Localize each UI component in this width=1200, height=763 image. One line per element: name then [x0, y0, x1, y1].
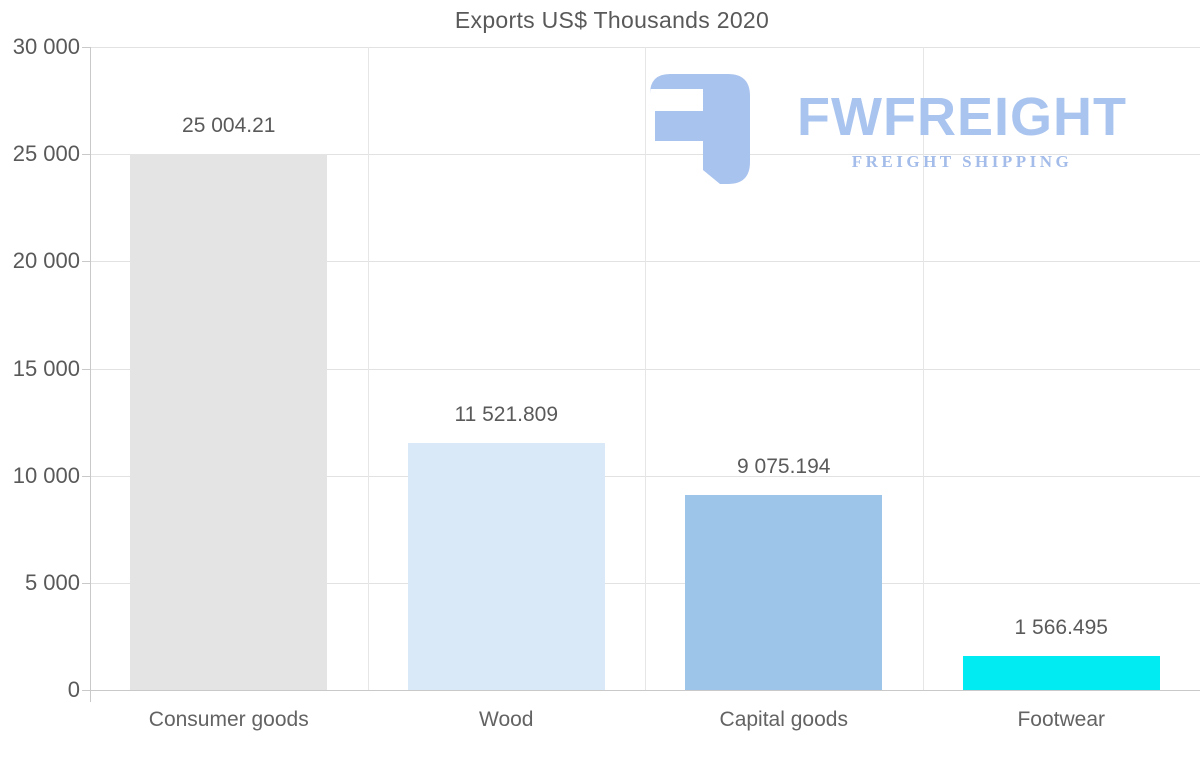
- x-category-label: Wood: [479, 708, 534, 731]
- x-category-label: Capital goods: [719, 708, 848, 731]
- bar-value-label: 9 075.194: [737, 455, 831, 479]
- y-tick-label: 10 000: [12, 462, 80, 488]
- y-tick-label: 20 000: [12, 248, 80, 274]
- brand-text-block: FWFREIGHT FREIGHT SHIPPING: [766, 89, 1158, 172]
- bar-value-label: 11 521.809: [454, 403, 559, 427]
- y-tick-label: 30 000: [12, 34, 80, 59]
- bar-consumer-goods: [130, 154, 328, 690]
- x-gridline: [922, 47, 924, 690]
- chart-title: Exports US$ Thousands 2020: [454, 7, 770, 33]
- y-tick-mark: [82, 154, 90, 156]
- bar-capital-goods: [685, 495, 883, 690]
- y-tick-label: 15 000: [12, 355, 80, 381]
- bar-value-label: 1 566.495: [1014, 616, 1108, 640]
- y-tick-mark: [82, 475, 90, 477]
- bar-wood: [407, 443, 605, 690]
- bar-footwear: [962, 656, 1160, 690]
- y-tick-mark: [82, 690, 90, 691]
- x-category-label: Footwear: [1017, 708, 1106, 731]
- fwfreight-logo-icon: [650, 74, 750, 184]
- x-gridline: [645, 47, 646, 690]
- y-tick-label: 0: [67, 677, 80, 702]
- brand-tagline: FREIGHT SHIPPING: [851, 152, 1073, 171]
- x-gridline: [367, 47, 369, 690]
- y-gridline: [90, 690, 1200, 691]
- brand-name: FWFREIGHT: [797, 87, 1127, 147]
- y-tick-mark: [82, 47, 90, 48]
- x-category-label: Consumer goods: [148, 708, 309, 731]
- bar-value-label: 25 004.21: [182, 114, 276, 138]
- y-axis-line: [90, 47, 91, 702]
- y-tick-label: 5 000: [24, 569, 80, 595]
- y-tick-mark: [82, 368, 90, 370]
- y-tick-mark: [82, 261, 90, 263]
- y-tick-mark: [82, 582, 90, 584]
- y-tick-label: 25 000: [12, 141, 80, 167]
